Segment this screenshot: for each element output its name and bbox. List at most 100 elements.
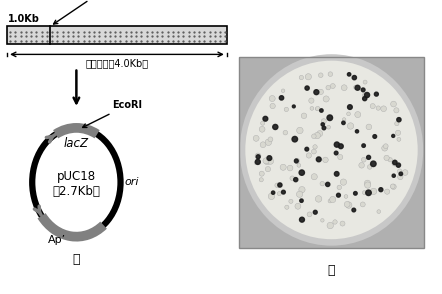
Point [352,191,359,196]
Point [264,159,271,164]
Point [345,111,352,116]
Bar [7,26,227,44]
Point [360,88,367,92]
Point [258,178,265,182]
Point [345,203,352,208]
Point [365,155,372,160]
Point [262,116,269,121]
Text: 甲: 甲 [72,253,80,266]
Point [304,86,311,91]
Point [366,125,373,129]
Point [365,191,372,195]
Point [305,153,312,158]
Point [360,157,367,162]
Point [298,198,305,203]
Point [259,127,266,132]
Point [343,194,350,199]
Text: 目的基因（4.0Kb）: 目的基因（4.0Kb） [85,58,149,68]
Point [402,170,409,175]
Point [364,191,371,195]
Point [254,160,261,164]
Point [318,108,325,113]
Point [396,169,403,173]
Point [340,121,347,125]
Point [390,102,397,106]
Point [316,131,323,136]
Point [371,134,378,139]
Point [280,190,287,194]
Point [270,190,277,195]
Point [333,142,340,147]
Point [362,93,369,98]
Text: lacZ: lacZ [64,137,89,150]
Point [329,197,336,202]
Point [341,117,348,122]
Point [395,163,402,168]
Point [395,137,402,142]
Point [269,96,276,101]
Point [333,151,340,155]
Point [319,181,326,186]
Point [283,205,290,210]
Point [298,217,305,222]
Point [312,210,319,215]
Point [363,93,370,97]
Point [259,142,267,147]
Point [389,184,396,189]
Point [391,161,398,165]
Point [391,160,398,165]
Text: 1.0Kb: 1.0Kb [8,14,40,24]
Point [358,163,365,168]
Point [295,163,302,168]
Point [278,96,285,100]
Point [310,149,317,154]
Point [259,121,266,126]
Point [253,161,260,165]
Point [360,143,367,148]
Point [393,121,400,126]
Point [296,128,303,133]
Point [375,106,382,111]
Point [373,92,380,96]
Point [362,80,369,84]
Point [337,155,344,159]
Point [314,106,321,111]
Point [298,75,305,80]
Text: 乙: 乙 [328,264,335,277]
Point [294,204,301,209]
Point [315,157,322,162]
Point [337,144,344,148]
Point [327,114,334,119]
Ellipse shape [240,54,423,246]
Point [370,189,377,194]
Bar [239,57,424,248]
Point [282,130,289,135]
Point [361,96,368,101]
Point [384,189,391,194]
Point [272,125,279,129]
Point [351,75,358,80]
Point [255,154,262,159]
Point [306,212,313,217]
Point [287,199,294,204]
Point [312,145,319,149]
Point [323,97,330,101]
Point [298,170,305,175]
Point [268,194,275,199]
Point [290,104,297,109]
Point [293,158,300,163]
Point [341,85,348,90]
Point [347,105,354,109]
Point [267,137,274,142]
Point [311,174,318,179]
Point [335,193,342,198]
Point [322,158,329,162]
Point [397,175,404,179]
Point [366,165,373,169]
Point [280,165,287,170]
Point [361,190,368,195]
Text: EcoRI: EcoRI [83,100,142,127]
Point [315,197,322,201]
Point [380,106,387,111]
Point [258,171,265,176]
